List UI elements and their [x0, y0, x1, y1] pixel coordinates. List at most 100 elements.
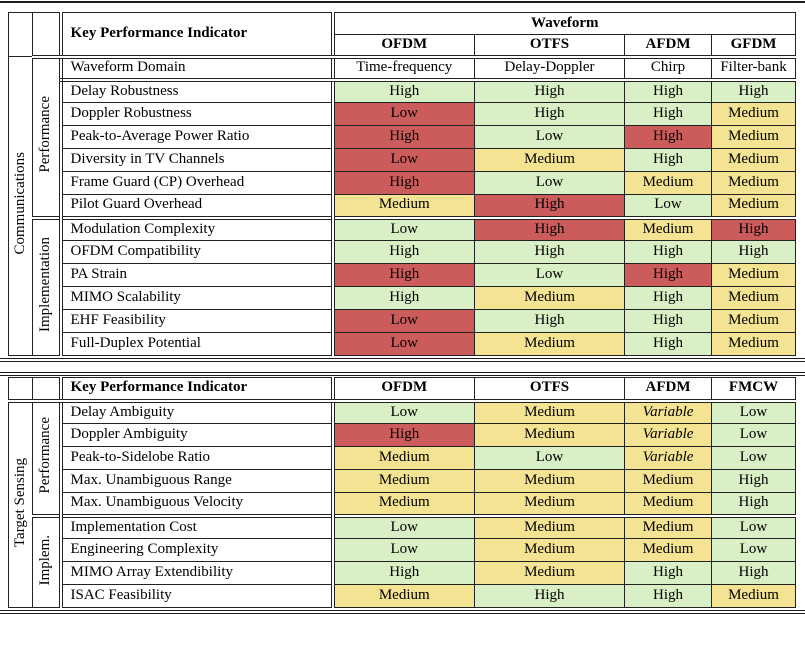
table-row: Implementation Modulation Complexity Low…	[9, 215, 797, 356]
value-cell: Low	[330, 400, 475, 424]
group-label-text: Performance	[36, 417, 53, 494]
kpi-cell: MIMO Array Extendibility	[58, 561, 333, 585]
value-cell: Variable	[624, 400, 712, 424]
kpi-cell: EHF Feasibility	[58, 309, 333, 333]
corner-cell	[32, 12, 61, 59]
column-header-otfs: OTFS	[474, 377, 625, 403]
value-cell: Medium	[330, 492, 475, 516]
value-cell: Low	[330, 309, 475, 333]
value-cell: Medium	[330, 194, 475, 218]
table-row: Doppler Robustness Low High High Medium	[9, 102, 797, 126]
value-cell: Medium	[710, 194, 797, 218]
table-header-row: OFDM OTFS AFDM GFDM	[9, 34, 797, 59]
column-header-afdm: AFDM	[624, 377, 712, 403]
value-cell: Medium	[330, 469, 475, 493]
value-cell: High	[624, 332, 712, 356]
value-cell: Medium	[710, 263, 797, 287]
kpi-cell: PA Strain	[58, 263, 333, 287]
group-label-implementation: Implem.	[32, 513, 61, 608]
value-cell: Medium	[710, 102, 797, 126]
table-row: Max. Unambiguous Range Medium Medium Med…	[9, 469, 796, 493]
group-label-text: Performance	[36, 96, 53, 173]
value-cell: High	[474, 79, 625, 103]
value-cell: Medium	[624, 171, 712, 195]
value-cell: High	[624, 263, 712, 287]
value-cell: Medium	[711, 584, 796, 608]
page-top-rule	[0, 1, 805, 3]
table-header-row: Key Performance Indicator Waveform	[8, 12, 797, 59]
value-cell: High	[624, 240, 712, 264]
kpi-cell: Max. Unambiguous Range	[58, 469, 333, 493]
table-row: Peak-to-Sidelobe Ratio Medium Low Variab…	[9, 446, 796, 470]
group-label-implementation: Implementation	[32, 215, 61, 356]
value-cell: High	[474, 309, 625, 333]
value-cell: High	[624, 309, 712, 333]
value-cell: High	[624, 148, 712, 172]
value-cell: Medium	[710, 332, 797, 356]
side-label-text: Communications	[11, 152, 28, 255]
corner-cell	[8, 12, 33, 57]
group-label-performance: Performance	[32, 56, 61, 218]
column-header-ofdm: OFDM	[330, 34, 475, 59]
target-sensing-kpi-table: Key Performance Indicator OFDM OTFS AFDM…	[8, 377, 796, 608]
value-cell: Medium	[474, 538, 625, 562]
value-cell: High	[710, 240, 797, 264]
table-row: Implem. Implementation Cost Low Medium M…	[9, 513, 796, 608]
table-row: Frame Guard (CP) Overhead High Low Mediu…	[9, 171, 797, 195]
corner-cell	[32, 377, 61, 403]
value-cell: High	[330, 561, 475, 585]
table-row: Doppler Ambiguity High Medium Variable L…	[9, 423, 796, 447]
value-cell: High	[624, 102, 712, 126]
column-header-otfs: OTFS	[474, 34, 625, 59]
table-row: Max. Unambiguous Velocity Medium Medium …	[9, 492, 796, 516]
kpi-cell: ISAC Feasibility	[58, 584, 333, 608]
value-cell: High	[330, 171, 475, 195]
value-cell: Low	[330, 148, 475, 172]
table-row: EHF Feasibility Low High High Medium	[9, 309, 797, 333]
kpi-cell: Frame Guard (CP) Overhead	[58, 171, 333, 195]
value-cell: Low	[330, 513, 475, 539]
side-label-text: Target Sensing	[11, 457, 28, 547]
value-cell: Variable	[624, 423, 712, 447]
value-cell: High	[330, 423, 475, 447]
group-label-text: Implementation	[36, 237, 53, 333]
value-cell: Medium	[330, 446, 475, 470]
kpi-cell: Peak-to-Average Power Ratio	[58, 125, 333, 149]
table-row: PA Strain High Low High Medium	[9, 263, 797, 287]
kpi-cell: Full-Duplex Potential	[58, 332, 333, 356]
value-cell: High	[710, 79, 797, 103]
table2-bottom-rule	[0, 610, 805, 614]
value-cell: Low	[711, 446, 796, 470]
value-cell: High	[330, 286, 475, 310]
value-cell: Medium	[474, 561, 625, 585]
table2-top-rule	[0, 372, 805, 376]
value-cell: Chirp	[624, 56, 712, 82]
table-row: Peak-to-Average Power Ratio High Low Hig…	[9, 125, 797, 149]
value-cell: High	[624, 125, 712, 149]
value-cell: Low	[711, 400, 796, 424]
value-cell: Medium	[710, 309, 797, 333]
value-cell: High	[711, 492, 796, 516]
table-row: MIMO Scalability High Medium High Medium	[9, 286, 797, 310]
column-header-ofdm: OFDM	[330, 377, 475, 403]
value-cell: Medium	[710, 286, 797, 310]
value-cell: High	[474, 584, 625, 608]
value-cell: Medium	[330, 584, 475, 608]
value-cell: Medium	[624, 215, 712, 241]
value-cell: Medium	[710, 125, 797, 149]
value-cell: Medium	[474, 400, 625, 424]
table-row: Target Sensing Performance Delay Ambigui…	[8, 400, 796, 608]
side-label-communications: Communications	[8, 56, 33, 356]
value-cell: Medium	[710, 148, 797, 172]
value-cell: Low	[711, 423, 796, 447]
value-cell: Medium	[710, 171, 797, 195]
value-cell: Low	[711, 513, 796, 539]
value-cell: Filter-bank	[710, 56, 797, 82]
value-cell: Low	[474, 171, 625, 195]
value-cell: Time-frequency	[330, 56, 475, 82]
value-cell: High	[330, 79, 475, 103]
value-cell: Low	[330, 332, 475, 356]
table-row: Communications Performance Waveform Doma…	[8, 56, 797, 356]
value-cell: High	[711, 561, 796, 585]
value-cell: Low	[474, 125, 625, 149]
